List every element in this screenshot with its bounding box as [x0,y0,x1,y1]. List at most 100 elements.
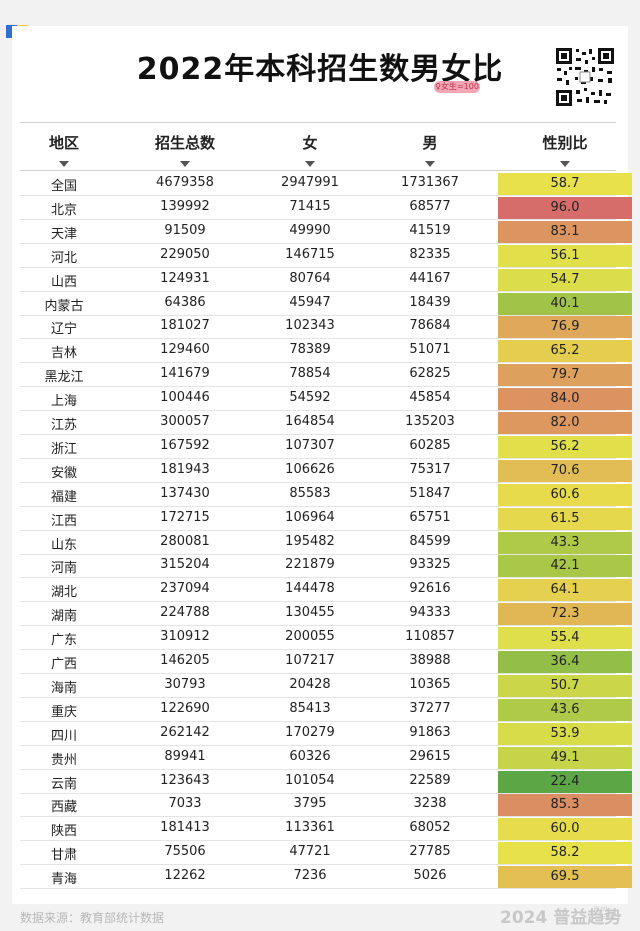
qr-code-icon[interactable] [554,46,616,108]
table-row: 广西 146205 107217 38988 36.4 [20,650,632,674]
table-row: 上海 100446 54592 45854 84.0 [20,387,632,412]
cell-female: 54592 [289,390,331,406]
table-row: 贵州 89941 60326 29615 49.1 [20,746,632,770]
table-row: 湖南 224788 130455 94333 72.3 [20,602,632,627]
cell-male: 41519 [409,222,451,238]
table-row: 浙江 167592 107307 60285 56.2 [20,435,632,459]
table-row: 北京 139992 71415 68577 96.0 [20,196,632,220]
cell-total: 181027 [160,318,210,334]
table-row: 天津 91509 49990 41519 83.1 [20,220,632,244]
cell-ratio: 50.7 [498,674,632,697]
cell-total: 91509 [164,222,206,238]
cell-ratio: 56.1 [498,244,632,267]
table-row: 西藏 7033 3795 3238 85.3 [20,793,632,818]
cell-male: 45854 [409,390,451,406]
cell-ratio: 60.0 [498,818,632,841]
cell-ratio: 56.2 [498,435,632,458]
cell-ratio: 69.5 [498,866,632,889]
cell-male: 44167 [409,270,451,286]
table-row: 四川 262142 170279 91863 53.9 [20,722,632,746]
cell-region: 陕西 [50,824,77,840]
cell-female: 164854 [285,414,335,429]
cell-ratio: 82.0 [498,412,632,434]
cell-ratio: 43.6 [498,698,632,721]
cell-female: 144478 [285,581,335,597]
cell-total: 139992 [160,198,210,214]
sort-arrow-icon[interactable] [180,161,190,167]
cell-male: 27785 [409,844,451,860]
cell-female: 146715 [285,246,335,262]
cell-total: 280081 [160,533,210,549]
cell-female: 78389 [289,342,331,358]
table-row: 福建 137430 85583 51847 60.6 [20,483,632,507]
cell-male: 65751 [409,509,451,525]
sort-arrow-icon[interactable] [425,161,435,167]
table-row: 陕西 181413 113361 68052 60.0 [20,817,632,842]
cell-total: 64386 [164,294,206,310]
cell-region: 北京 [50,202,77,218]
cell-region: 浙江 [50,441,77,457]
cell-region: 贵州 [50,752,77,768]
sort-arrow-icon[interactable] [305,161,315,167]
cell-total: 7033 [168,796,202,812]
cell-male: 1731367 [401,175,459,190]
cell-ratio: 58.7 [498,173,632,195]
cell-ratio: 40.1 [498,292,632,315]
cell-female: 45947 [289,294,331,310]
cell-region: 江西 [50,513,77,529]
cell-total: 122690 [160,700,210,716]
cell-male: 22589 [409,772,451,788]
table-row: 江苏 300057 164854 135203 82.0 [20,411,632,435]
cell-ratio: 72.3 [498,603,632,626]
cell-female: 47721 [289,844,331,860]
cell-ratio: 64.1 [498,579,632,602]
table-row: 全国 4679358 2947991 1731367 58.7 [20,172,632,196]
cell-male: 37277 [409,700,451,716]
cell-male: 91863 [409,724,451,740]
cell-female: 130455 [285,605,335,621]
cell-region: 天津 [50,226,77,242]
header-total[interactable]: 招生总数 [154,134,215,152]
brand-logo: 2024 普益趋势 [500,903,621,928]
cell-total: 315204 [160,557,210,573]
cell-total: 4679358 [156,175,214,190]
header-ratio[interactable]: 性别比 [542,134,588,152]
header-male[interactable]: 男 [422,134,438,152]
sort-arrow-icon[interactable] [560,161,570,167]
cell-region: 全国 [50,179,77,194]
cell-total: 310912 [160,629,210,645]
cell-total: 300057 [160,414,210,429]
cell-region: 云南 [50,776,77,792]
cell-male: 68577 [409,198,451,214]
cell-male: 75317 [409,461,451,477]
cell-male: 38988 [409,653,451,668]
cell-region: 青海 [50,872,77,888]
cell-ratio: 70.6 [498,459,632,482]
cell-total: 124931 [160,270,210,286]
table-row: 海南 30793 20428 10365 50.7 [20,674,632,698]
cell-total: 146205 [160,653,210,668]
cell-male: 135203 [405,414,455,429]
header-region[interactable]: 地区 [48,134,79,152]
cell-male: 18439 [409,294,451,310]
cell-total: 172715 [160,509,210,525]
cell-ratio: 53.9 [498,722,632,745]
cell-total: 237094 [160,581,210,597]
cell-region: 安徽 [50,465,77,481]
cell-region: 上海 [50,394,77,410]
cell-male: 5026 [413,868,447,884]
cell-female: 221879 [285,557,335,573]
cell-ratio: 55.4 [498,627,632,650]
cell-ratio: 43.3 [498,531,632,554]
header-female[interactable]: 女 [302,134,318,152]
cell-region: 内蒙古 [44,298,84,314]
cell-male: 78684 [409,318,451,334]
sort-arrow-icon[interactable] [59,161,69,167]
cell-region: 海南 [50,680,77,696]
cell-ratio: 79.7 [498,364,632,387]
cell-total: 129460 [160,342,210,358]
cell-ratio: 61.5 [498,507,632,530]
cell-ratio: 96.0 [498,196,632,219]
cell-region: 江苏 [50,418,77,433]
cell-ratio: 58.2 [498,842,632,865]
